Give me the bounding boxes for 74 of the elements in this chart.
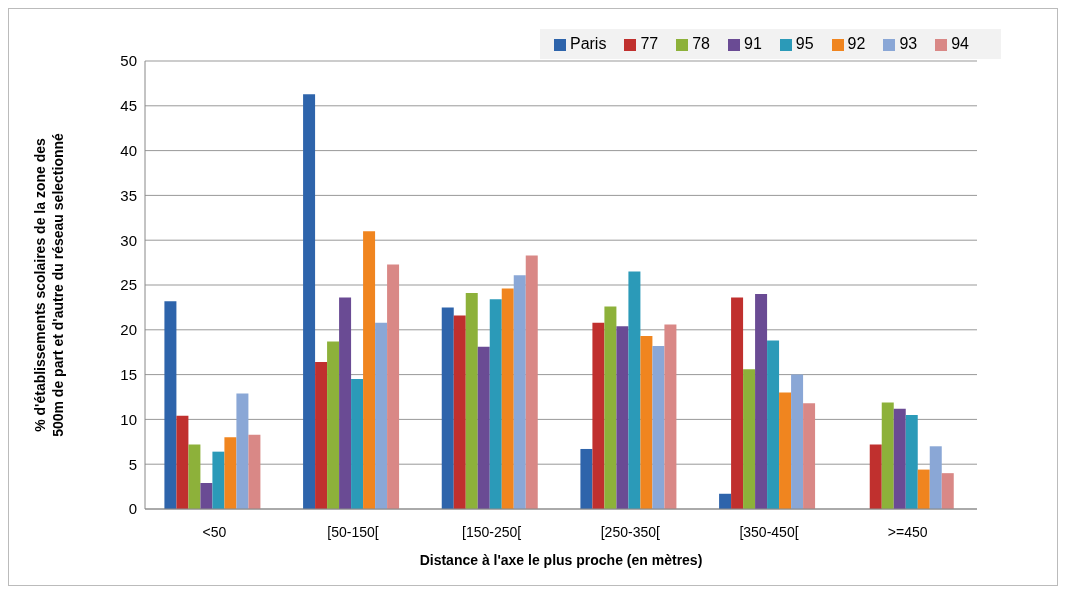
bar (929, 446, 942, 509)
bar (236, 393, 249, 509)
bar (453, 315, 466, 509)
bar (315, 362, 328, 509)
bar (351, 379, 364, 509)
bar (640, 336, 653, 509)
legend-label: 92 (847, 35, 866, 52)
bar (881, 402, 894, 509)
y-tick-label: 0 (128, 500, 137, 518)
bar (592, 322, 605, 509)
bar (779, 392, 792, 509)
x-tick-label: <50 (202, 523, 227, 540)
bar (375, 322, 388, 509)
bar (755, 293, 768, 509)
bar (803, 403, 816, 509)
bar (248, 434, 261, 509)
bar (441, 307, 454, 509)
y-axis-title: % d'établissements scolaires de la zone des 500m de part et d'autre du réseau selectionné (32, 132, 66, 437)
bar (525, 255, 538, 509)
legend-label: 95 (795, 35, 814, 52)
bar (465, 293, 478, 509)
legend-label: 93 (899, 35, 918, 52)
bar (580, 448, 593, 509)
legend-label: 94 (951, 35, 969, 52)
x-tick-label: [50-150[ (327, 523, 379, 540)
y-tick-label: 40 (120, 141, 137, 159)
bar (200, 483, 213, 509)
y-tick-label: 25 (120, 276, 137, 294)
y-tick-label: 10 (120, 410, 137, 428)
bar (339, 297, 352, 509)
bar (513, 275, 526, 509)
bar (893, 408, 906, 509)
x-tick-label: [150-250[ (462, 523, 522, 540)
legend-label: 78 (692, 35, 711, 52)
bar (616, 326, 629, 509)
x-tick-label: >=450 (887, 523, 928, 540)
bar (731, 297, 744, 509)
bar (224, 437, 237, 509)
x-tick-label: [350-450[ (739, 523, 799, 540)
bar (188, 444, 201, 509)
bar (941, 473, 954, 509)
bar (477, 346, 490, 509)
bar (905, 414, 918, 509)
bar (176, 415, 189, 509)
bar (743, 369, 756, 509)
bar (501, 288, 514, 509)
x-axis-title: Distance à l'axe le plus proche (en mètres) (419, 552, 703, 568)
y-tick-label: 5 (128, 455, 137, 473)
y-tick-label: 35 (120, 186, 137, 204)
legend-label: Paris (569, 35, 607, 52)
bar (791, 374, 804, 509)
bar (628, 271, 641, 509)
y-tick-label: 20 (120, 321, 137, 339)
bar (917, 469, 930, 509)
y-tick-label: 45 (120, 97, 137, 115)
bar (869, 444, 882, 509)
x-tick-label: [250-350[ (600, 523, 661, 540)
bar (164, 301, 177, 509)
y-tick-label: 50 (120, 52, 137, 70)
bar (604, 306, 617, 509)
bar (387, 264, 400, 509)
legend-label: 77 (640, 35, 659, 52)
bar (489, 299, 502, 509)
bar (363, 231, 376, 509)
bar (767, 340, 780, 509)
y-tick-label: 30 (120, 231, 137, 249)
bar (327, 341, 340, 509)
bar (664, 324, 677, 509)
bar (719, 493, 732, 509)
bar (212, 451, 225, 509)
y-tick-label: 15 (120, 365, 137, 383)
legend-label: 91 (744, 35, 762, 52)
bar (303, 94, 316, 509)
bar (652, 345, 665, 509)
